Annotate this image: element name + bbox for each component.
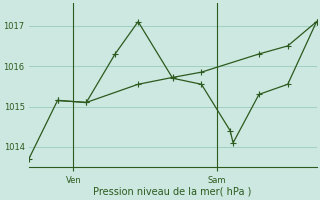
X-axis label: Pression niveau de la mer( hPa ): Pression niveau de la mer( hPa ) (93, 187, 252, 197)
